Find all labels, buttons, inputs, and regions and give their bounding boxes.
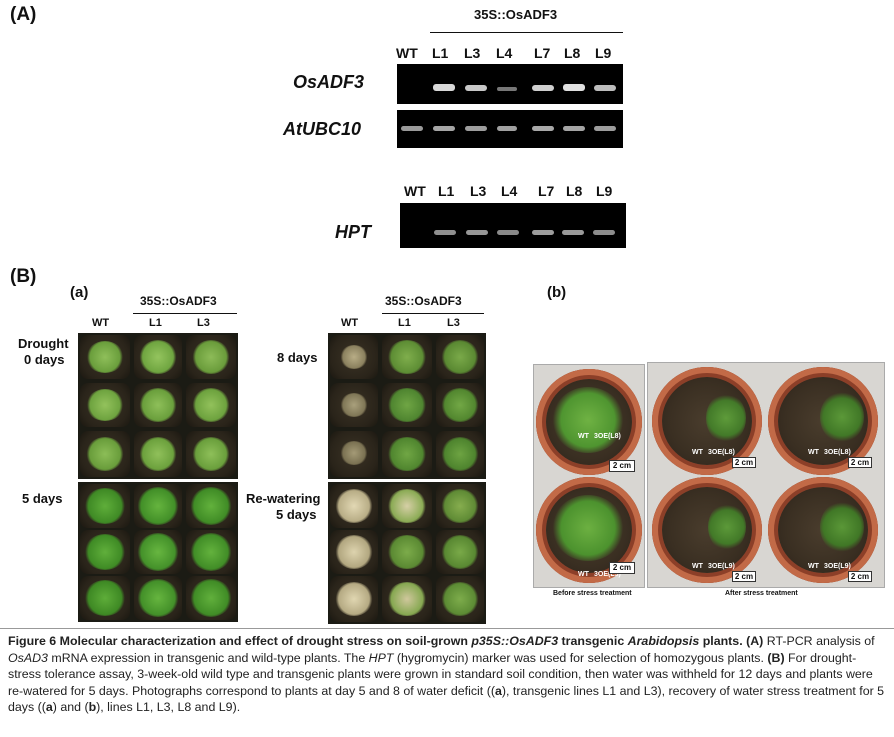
tray-5-days	[78, 482, 238, 622]
photo-label-oe: 3OE(L9)	[594, 571, 621, 578]
panel-a-label: (A)	[10, 4, 37, 25]
cond-rewatering-days: 5 days	[276, 507, 317, 522]
photo-after-stress: WT 3OE(L8) 2 cm WT 3OE(L8) 2 cm WT 3OE(L…	[647, 362, 885, 588]
lane-label: WT	[404, 183, 426, 199]
photo-label-oe: 3OE(L9)	[708, 563, 735, 570]
photo-label-wt: WT	[692, 563, 703, 570]
photo-label-wt: WT	[808, 449, 819, 456]
scale-bar: 2 cm	[609, 460, 635, 472]
lane-label: L4	[496, 45, 513, 61]
col-l3-right: L3	[447, 317, 460, 329]
cond-drought-days: 0 days	[24, 352, 65, 367]
scale-bar: 2 cm	[848, 457, 872, 468]
photo-label-wt: WT	[578, 571, 589, 578]
lane-label: L4	[501, 183, 518, 199]
photo-label-oe: 3OE(L8)	[594, 433, 621, 440]
lane-label: L8	[564, 45, 581, 61]
scale-bar: 2 cm	[848, 571, 872, 582]
caption-b-label: (B)	[767, 650, 785, 665]
lane-label: L3	[470, 183, 487, 199]
sub-panel-a-label: (a)	[70, 284, 89, 301]
photo-label-wt: WT	[808, 563, 819, 570]
construct-bar	[430, 32, 623, 33]
lane-label: L7	[534, 45, 551, 61]
cond-8days: 8 days	[277, 350, 318, 365]
col-wt-left: WT	[92, 317, 110, 329]
photo-label-wt: WT	[578, 433, 589, 440]
photo-before-stress: WT 3OE(L8) 2 cm WT 3OE(L9) 2 cm	[533, 364, 645, 588]
photo-label-oe: 3OE(L8)	[708, 449, 735, 456]
photo-label-oe: 3OE(L8)	[824, 449, 851, 456]
lane-label: L3	[464, 45, 481, 61]
lane-label: L1	[432, 45, 449, 61]
gene-label-osadf3: OsADF3	[293, 72, 365, 92]
figure-caption: Figure 6 Molecular characterization and …	[8, 634, 885, 714]
lane-label: L7	[538, 183, 555, 199]
col-wt-right: WT	[341, 317, 359, 329]
figure-6: (A) 35S::OsADF3 WT L1 L3 L4 L7 L8 L9 OsA…	[10, 4, 885, 624]
lane-labels-top: WT L1 L3 L4 L7 L8 L9	[392, 45, 622, 63]
sub-panel-b-label: (b)	[547, 284, 567, 301]
construct-bar-left	[133, 313, 237, 314]
gene-label-hpt: HPT	[335, 222, 371, 242]
cond-5days: 5 days	[22, 491, 63, 506]
gel-osadf3	[397, 64, 623, 104]
cond-rewatering: Re-watering	[246, 491, 321, 506]
tray-8-days	[328, 333, 486, 479]
tray-rewatering	[328, 482, 486, 624]
panel-a-construct: 35S::OsADF3	[474, 7, 558, 22]
cond-drought: Drought	[18, 336, 69, 351]
caption-separator	[0, 628, 894, 629]
label-after-stress: After stress treatment	[725, 590, 798, 597]
gel-hpt	[400, 203, 626, 248]
photo-label-oe: 3OE(L9)	[824, 563, 851, 570]
caption-title: Figure 6 Molecular characterization and …	[8, 634, 743, 648]
tray-drought-0	[78, 333, 238, 479]
caption-a-label: (A)	[746, 634, 764, 648]
scale-bar: 2 cm	[732, 457, 756, 468]
lane-labels-bottom: WT L1 L3 L4 L7 L8 L9	[400, 183, 630, 201]
lane-label: L8	[566, 183, 583, 199]
gene-label-atubc10: AtUBC10	[283, 119, 362, 139]
construct-bar-right	[382, 313, 484, 314]
col-l1-right: L1	[398, 317, 411, 329]
lane-label: L9	[595, 45, 612, 61]
gel-atubc10	[397, 110, 623, 148]
construct-left: 35S::OsADF3	[140, 294, 217, 308]
lane-label: WT	[396, 45, 418, 61]
col-l3-left: L3	[197, 317, 210, 329]
panel-b-label: (B)	[10, 266, 37, 287]
lane-label: L1	[438, 183, 455, 199]
scale-bar: 2 cm	[732, 571, 756, 582]
construct-right: 35S::OsADF3	[385, 294, 462, 308]
label-before-stress: Before stress treatment	[553, 590, 632, 597]
photo-label-wt: WT	[692, 449, 703, 456]
col-l1-left: L1	[149, 317, 162, 329]
lane-label: L9	[596, 183, 613, 199]
scale-bar: 2 cm	[609, 562, 635, 574]
